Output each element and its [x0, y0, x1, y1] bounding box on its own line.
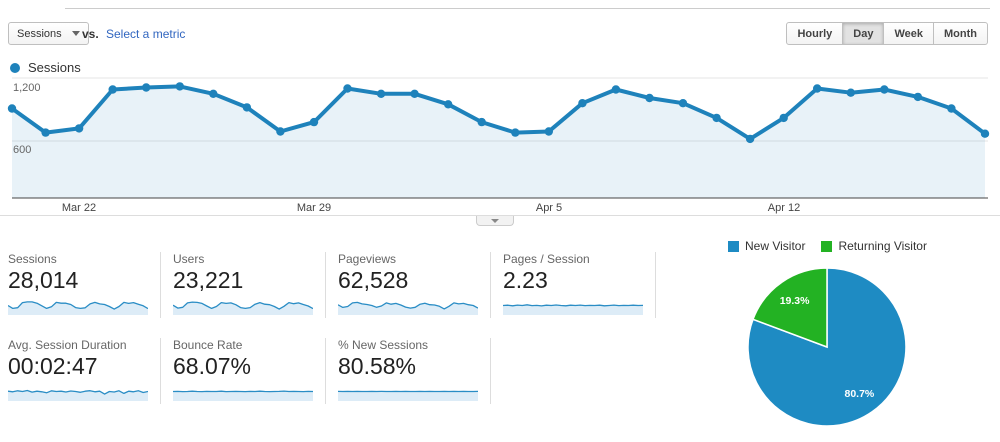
- metric-value: 28,014: [8, 267, 79, 293]
- visitor-type-pie-chart: 80.7% 19.3%: [747, 267, 907, 432]
- metric-card-bounce-rate[interactable]: Bounce Rate 68.07%: [173, 338, 326, 404]
- sessions-legend-label: Sessions: [28, 60, 81, 75]
- x-axis-label-apr12: Apr 12: [767, 202, 801, 214]
- metric-label: Users: [173, 252, 205, 266]
- metric-label: Pageviews: [338, 252, 397, 266]
- metric-value: 68.07%: [173, 353, 252, 379]
- y-axis-tick-600: 600: [13, 144, 32, 156]
- metric-selector-label: Sessions: [17, 27, 62, 40]
- pages-per-session-sparkline: [503, 304, 643, 315]
- chart-panel-bottom-border: [0, 215, 1000, 216]
- x-axis-label-mar22: Mar 22: [61, 202, 97, 214]
- pie-legend: New Visitor Returning Visitor: [728, 239, 927, 253]
- sessions-legend-dot-icon: [10, 62, 20, 73]
- avg-session-duration-sparkline: [8, 389, 148, 401]
- chevron-down-icon: [71, 31, 80, 36]
- metric-label: % New Sessions: [338, 338, 429, 352]
- sessions-line-chart: 1,200 600 Mar 22 Mar 29 Apr 5 Apr 12: [0, 75, 1000, 220]
- top-divider: [65, 8, 990, 9]
- metric-value: 2.23: [503, 267, 548, 293]
- metric-value: 00:02:47: [8, 353, 98, 379]
- select-a-metric-link[interactable]: Select a metric: [106, 27, 186, 41]
- chart-legend: Sessions: [10, 60, 81, 75]
- sessions-sparkline: [8, 301, 148, 315]
- pct-new-sessions-sparkline: [338, 390, 478, 401]
- pie-legend-item-new-visitor: New Visitor: [728, 239, 805, 253]
- sessions-line-chart-svg: [7, 77, 990, 199]
- metrics-row-2: Avg. Session Duration 00:02:47 Bounce Ra…: [8, 338, 503, 404]
- bounce-rate-sparkline: [173, 390, 313, 401]
- users-sparkline: [173, 301, 313, 315]
- x-axis-label-mar29: Mar 29: [296, 202, 332, 214]
- granularity-button-group: Hourly Day Week Month: [786, 22, 988, 45]
- metric-card-pct-new-sessions[interactable]: % New Sessions 80.58%: [338, 338, 491, 404]
- pie-legend-label: New Visitor: [745, 239, 806, 253]
- svg-text:80.7%: 80.7%: [845, 388, 875, 400]
- metric-value: 23,221: [173, 267, 244, 293]
- metric-card-sessions[interactable]: Sessions 28,014: [8, 252, 161, 318]
- collapse-panel-tab[interactable]: [476, 216, 514, 226]
- granularity-button-hourly[interactable]: Hourly: [786, 22, 844, 45]
- metric-label: Sessions: [8, 252, 57, 266]
- y-axis-tick-1200: 1,200: [13, 82, 41, 94]
- metric-card-pages-per-session[interactable]: Pages / Session 2.23: [503, 252, 656, 318]
- pie-legend-label: Returning Visitor: [838, 239, 927, 253]
- granularity-button-week[interactable]: Week: [883, 22, 935, 45]
- granularity-button-month[interactable]: Month: [933, 22, 988, 45]
- granularity-button-day[interactable]: Day: [842, 22, 885, 45]
- metric-card-avg-session-duration[interactable]: Avg. Session Duration 00:02:47: [8, 338, 161, 404]
- pageviews-sparkline: [338, 301, 478, 315]
- metric-card-users[interactable]: Users 23,221: [173, 252, 326, 318]
- new-visitor-swatch-icon: [728, 240, 739, 252]
- returning-visitor-swatch-icon: [821, 240, 833, 252]
- metric-selector-dropdown[interactable]: Sessions: [8, 22, 89, 45]
- x-axis-label-apr5: Apr 5: [535, 202, 563, 214]
- metrics-row-1: Sessions 28,014 Users 23,221 Pageviews 6…: [8, 252, 668, 318]
- metric-card-pageviews[interactable]: Pageviews 62,528: [338, 252, 491, 318]
- metric-label: Pages / Session: [503, 252, 590, 266]
- metric-value: 62,528: [338, 267, 409, 293]
- vs-label: vs.: [82, 27, 99, 41]
- metric-value: 80.58%: [338, 353, 417, 379]
- metric-label: Avg. Session Duration: [8, 338, 127, 352]
- pie-legend-item-returning-visitor: Returning Visitor: [821, 239, 927, 253]
- chevron-down-icon: [491, 218, 499, 223]
- visitor-type-pie-svg: 80.7% 19.3%: [747, 267, 907, 427]
- svg-text:19.3%: 19.3%: [780, 295, 810, 307]
- metric-label: Bounce Rate: [173, 338, 243, 352]
